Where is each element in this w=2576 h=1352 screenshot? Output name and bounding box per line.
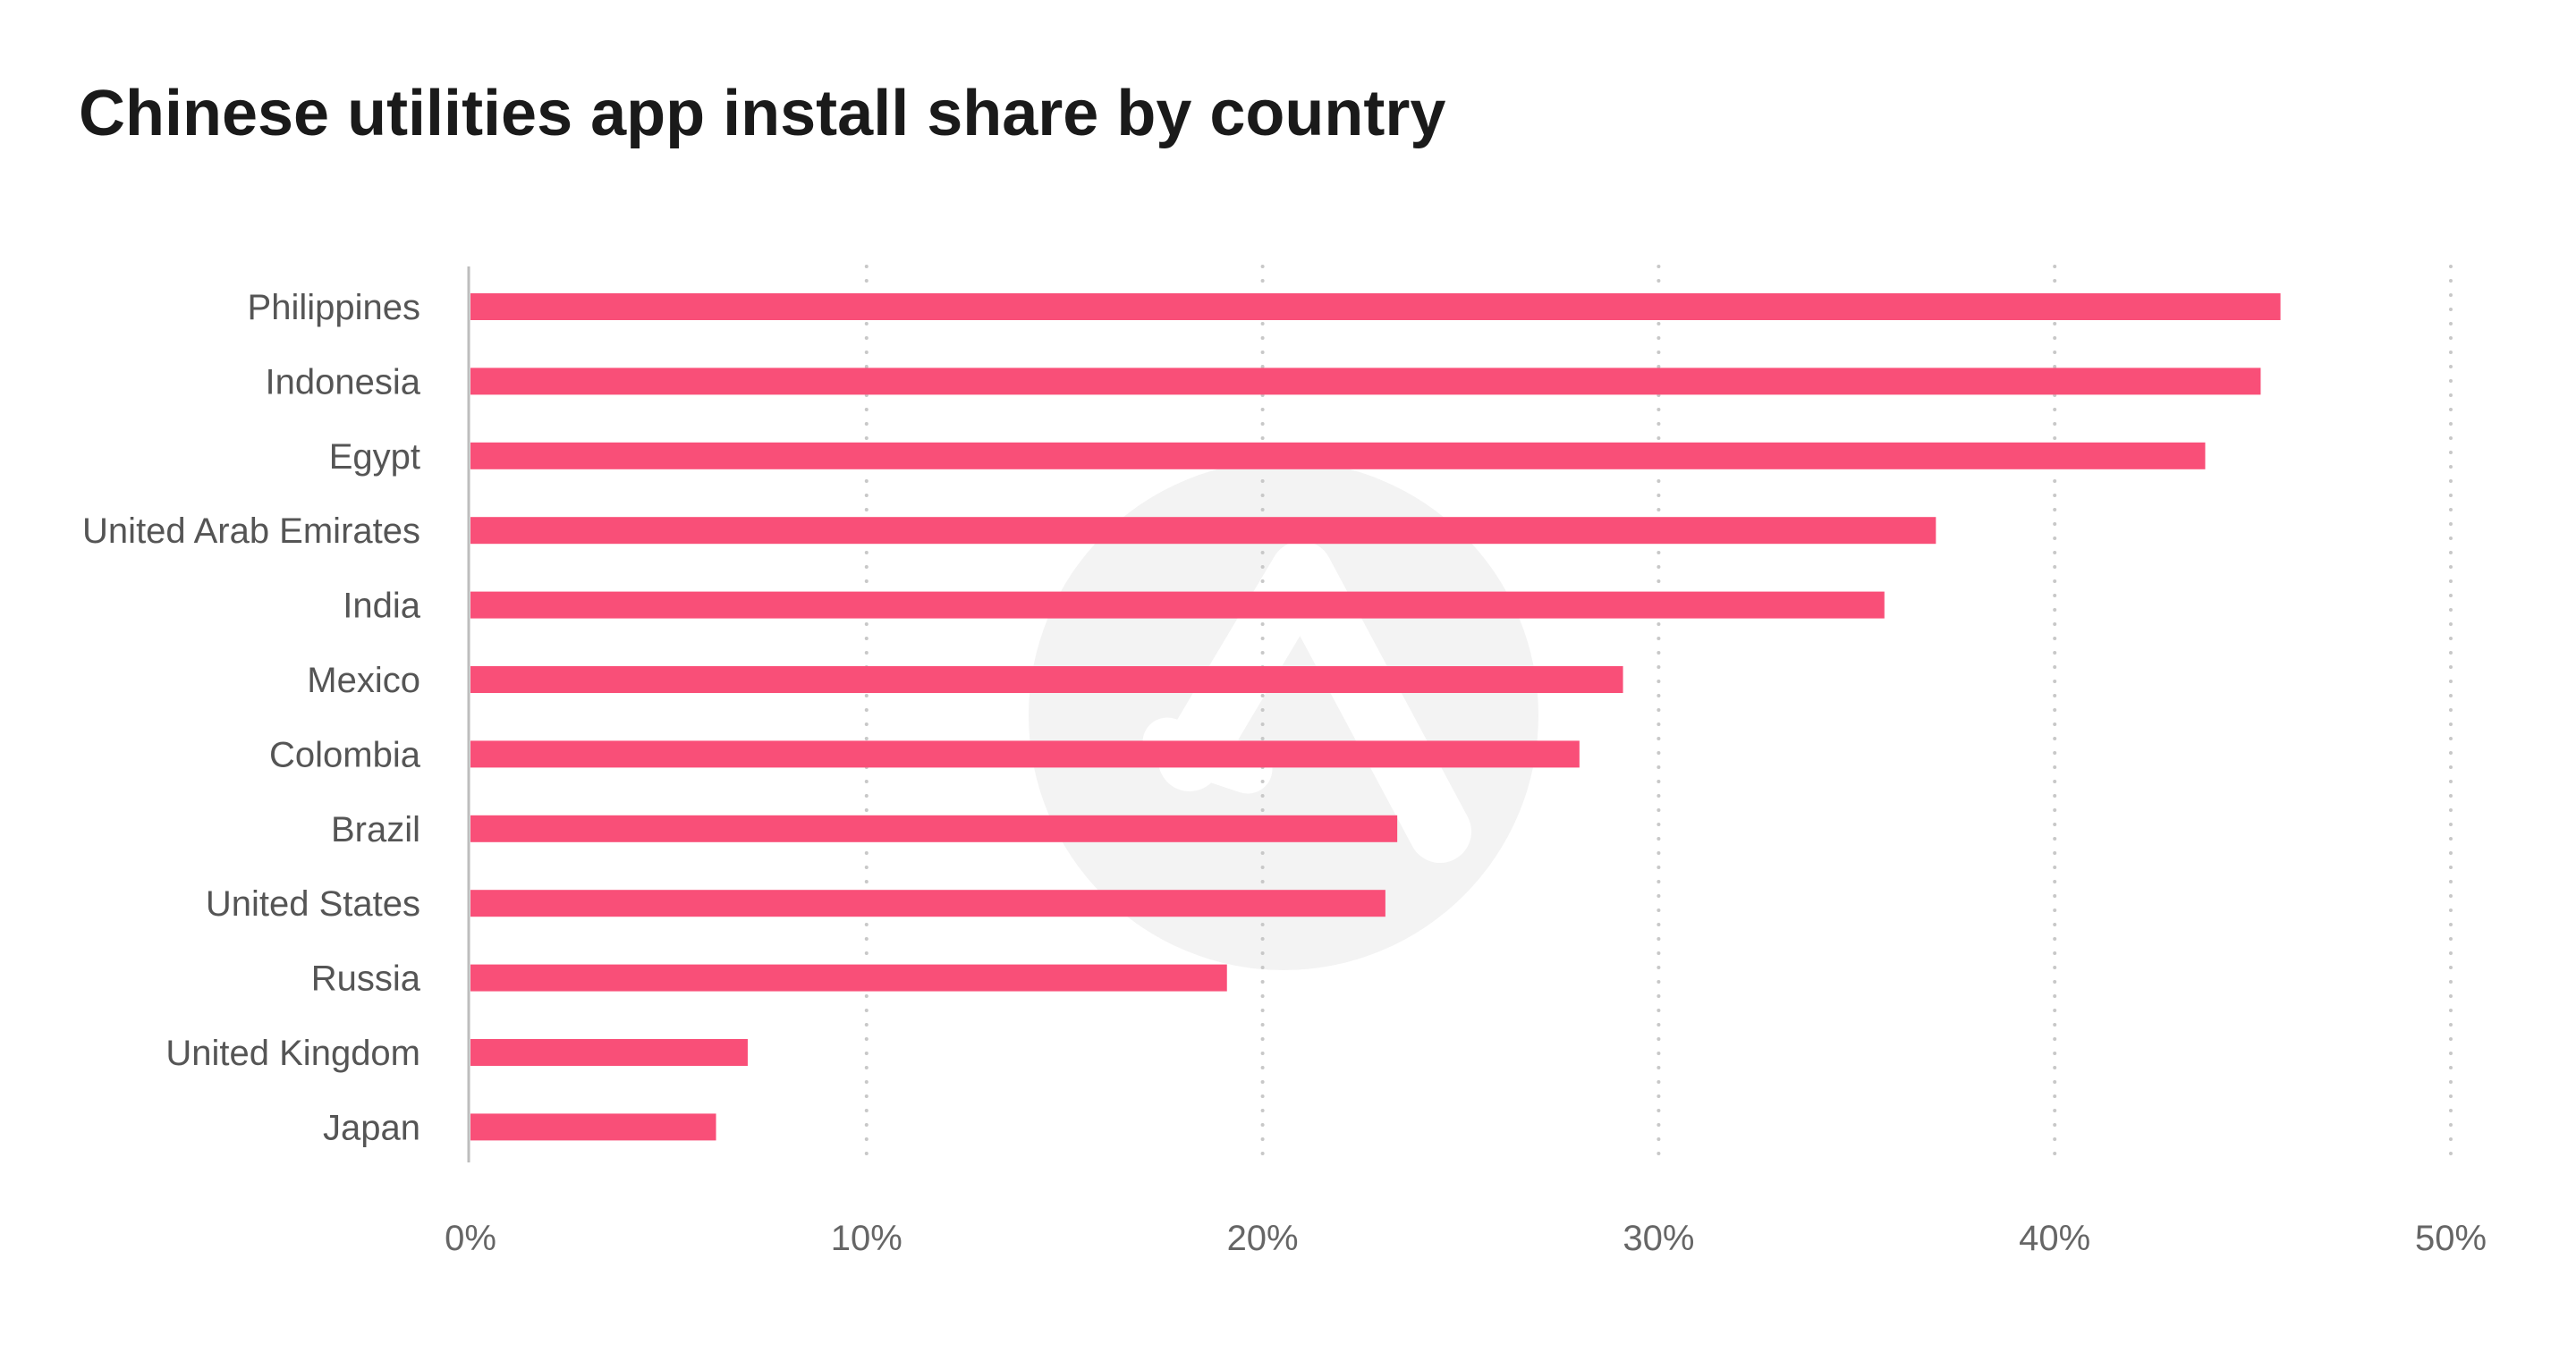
bar-india bbox=[470, 591, 1885, 619]
bar-russia bbox=[470, 964, 1227, 992]
category-label-brazil: Brazil bbox=[331, 810, 420, 849]
x-tick-label-1: 10% bbox=[831, 1219, 902, 1258]
category-label-colombia: Colombia bbox=[269, 735, 421, 774]
x-tick-labels: 0% 10% 20% 30% 40% 50% bbox=[445, 1219, 2487, 1258]
bar-united-states bbox=[470, 890, 1385, 917]
x-tick-label-4: 40% bbox=[2019, 1219, 2090, 1258]
category-labels: Philippines Indonesia Egypt United Arab Emi… bbox=[82, 288, 421, 1147]
category-label-russia: Russia bbox=[311, 959, 421, 999]
category-label-india: India bbox=[343, 587, 420, 626]
category-label-indonesia: Indonesia bbox=[266, 362, 421, 401]
category-label-mexico: Mexico bbox=[307, 661, 420, 700]
x-tick-label-0: 0% bbox=[445, 1219, 496, 1258]
bar-colombia bbox=[470, 740, 1580, 768]
bar-egypt bbox=[470, 442, 2206, 469]
category-label-philippines: Philippines bbox=[248, 288, 420, 327]
category-label-japan: Japan bbox=[323, 1108, 420, 1147]
category-label-united-kingdom: United Kingdom bbox=[165, 1034, 420, 1073]
chart-title: Chinese utilities app install share by c… bbox=[79, 78, 1446, 149]
bar-brazil bbox=[470, 815, 1398, 842]
bar-indonesia bbox=[470, 368, 2261, 395]
x-tick-label-2: 20% bbox=[1227, 1219, 1299, 1258]
bars bbox=[470, 293, 2281, 1141]
bar-japan bbox=[470, 1113, 716, 1141]
bar-mexico bbox=[470, 666, 1623, 693]
category-label-united-arab-emirates: United Arab Emirates bbox=[82, 511, 420, 551]
category-label-egypt: Egypt bbox=[329, 437, 420, 477]
category-label-united-states: United States bbox=[206, 884, 420, 924]
bar-united-arab-emirates bbox=[470, 517, 1936, 545]
x-tick-label-5: 50% bbox=[2415, 1219, 2487, 1258]
bar-united-kingdom bbox=[470, 1039, 748, 1066]
x-tick-label-3: 30% bbox=[1623, 1219, 1694, 1258]
bar-philippines bbox=[470, 293, 2281, 320]
